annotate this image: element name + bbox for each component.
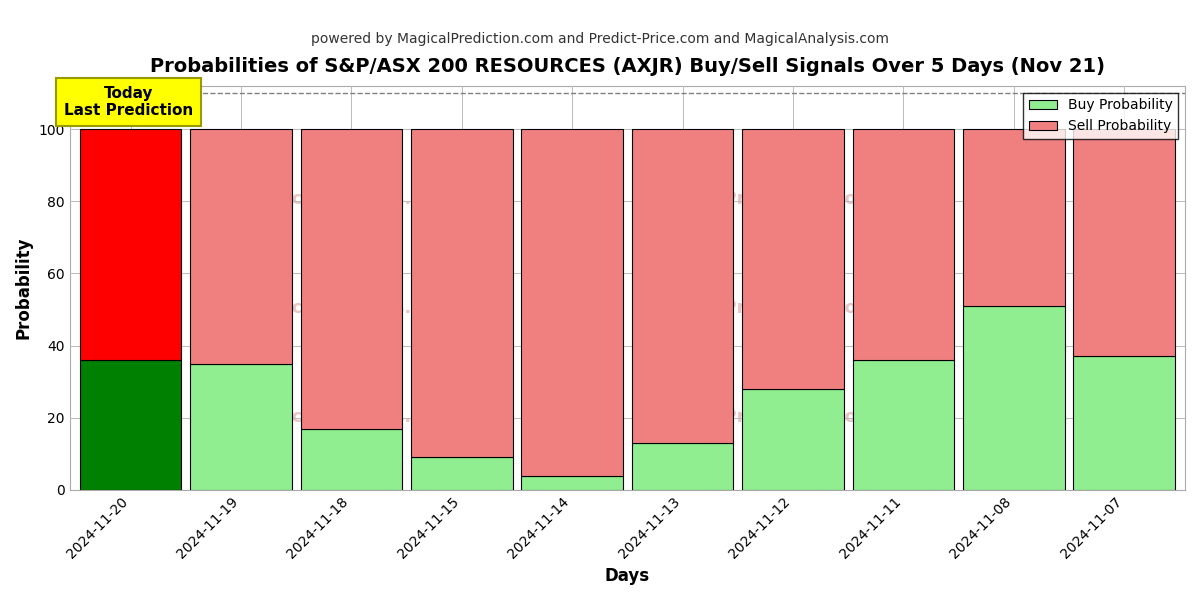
Bar [300, 428, 402, 490]
Text: MagicalPrediction.com: MagicalPrediction.com [647, 299, 876, 317]
Bar [743, 389, 844, 490]
Text: MagicalPrediction.com: MagicalPrediction.com [647, 190, 876, 208]
X-axis label: Days: Days [605, 567, 650, 585]
Y-axis label: Probability: Probability [14, 236, 34, 339]
Bar [521, 129, 623, 476]
Bar [521, 476, 623, 490]
Text: powered by MagicalPrediction.com and Predict-Price.com and MagicalAnalysis.com: powered by MagicalPrediction.com and Pre… [311, 32, 889, 46]
Bar [410, 457, 512, 490]
Bar [1074, 356, 1175, 490]
Bar [79, 360, 181, 490]
Bar [853, 129, 954, 360]
Bar [410, 129, 512, 457]
Text: MagicalAnalysis.com: MagicalAnalysis.com [244, 408, 454, 426]
Bar [632, 129, 733, 443]
Bar [190, 129, 292, 364]
Bar [300, 129, 402, 428]
Text: MagicalPrediction.com: MagicalPrediction.com [647, 408, 876, 426]
Bar [79, 129, 181, 360]
Bar [964, 129, 1064, 306]
Text: MagicalAnalysis.com: MagicalAnalysis.com [244, 299, 454, 317]
Bar [743, 129, 844, 389]
Bar [964, 306, 1064, 490]
Text: MagicalAnalysis.com: MagicalAnalysis.com [244, 190, 454, 208]
Legend: Buy Probability, Sell Probability: Buy Probability, Sell Probability [1024, 93, 1178, 139]
Bar [632, 443, 733, 490]
Text: Today
Last Prediction: Today Last Prediction [64, 86, 193, 118]
Title: Probabilities of S&P/ASX 200 RESOURCES (AXJR) Buy/Sell Signals Over 5 Days (Nov : Probabilities of S&P/ASX 200 RESOURCES (… [150, 57, 1105, 76]
Bar [853, 360, 954, 490]
Bar [190, 364, 292, 490]
Bar [1074, 129, 1175, 356]
